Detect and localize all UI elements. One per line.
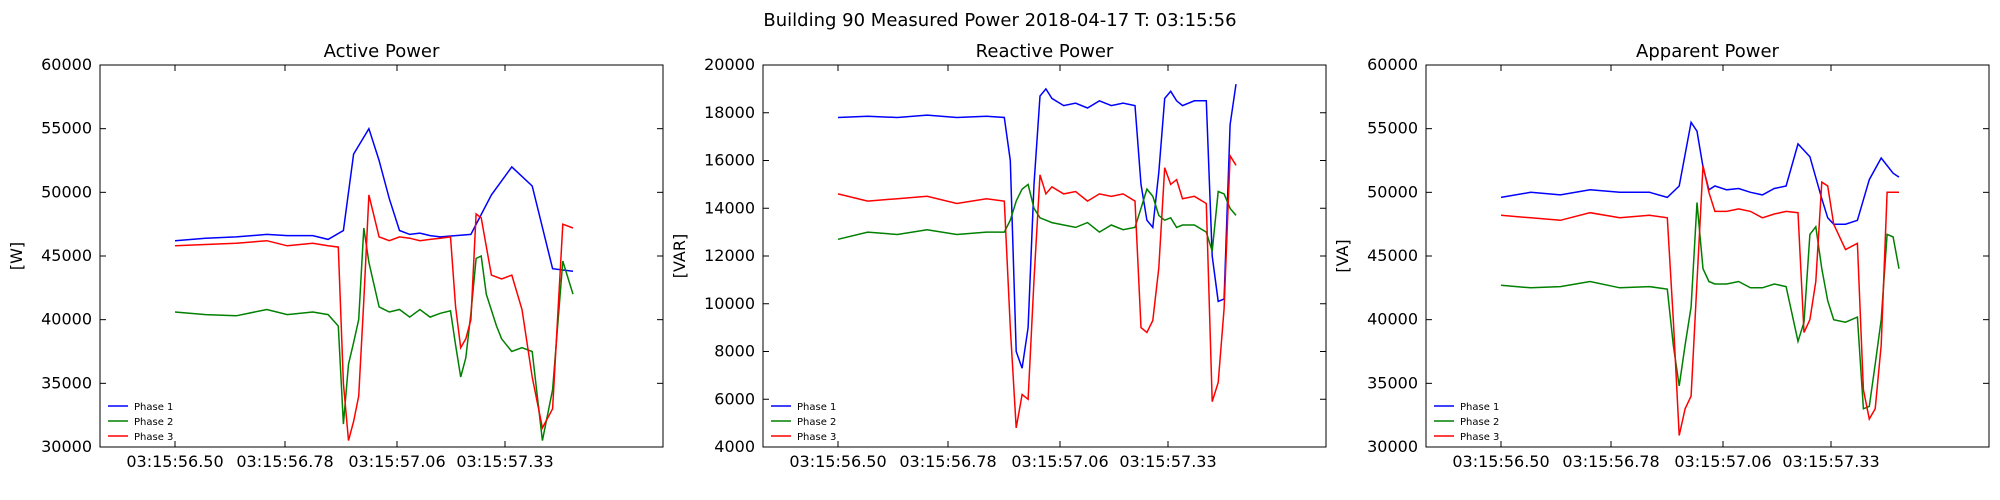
y-tick-label: 35000 <box>41 373 92 392</box>
y-tick-label: 16000 <box>704 151 755 170</box>
y-axis-label: [W] <box>7 242 26 270</box>
x-tick-label: 03:15:57.06 <box>1674 452 1771 471</box>
x-tick-label: 03:15:57.33 <box>456 452 553 471</box>
x-tick-label: 03:15:56.50 <box>1452 452 1549 471</box>
y-tick-label: 45000 <box>41 246 92 265</box>
x-tick-label: 03:15:56.78 <box>236 452 333 471</box>
y-tick-label: 55000 <box>41 119 92 138</box>
x-tick-label: 03:15:56.78 <box>1562 452 1659 471</box>
x-tick-label: 03:15:57.06 <box>1011 452 1108 471</box>
y-axis-label: [VA] <box>1333 239 1352 272</box>
y-tick-label: 14000 <box>704 198 755 217</box>
y-tick-label: 12000 <box>704 246 755 265</box>
legend-label: Phase 3 <box>797 432 836 443</box>
y-tick-label: 35000 <box>1367 373 1418 392</box>
x-tick-label: 03:15:56.78 <box>899 452 996 471</box>
legend-label: Phase 2 <box>134 417 173 428</box>
y-tick-label: 30000 <box>41 437 92 456</box>
legend-label: Phase 3 <box>1460 432 1499 443</box>
series-line-phase-1 <box>837 83 1237 369</box>
series-line-phase-1 <box>174 126 574 273</box>
y-tick-label: 20000 <box>704 55 755 74</box>
y-tick-label: 50000 <box>41 182 92 201</box>
legend-label: Phase 2 <box>1460 417 1499 428</box>
y-tick-label: 60000 <box>1367 55 1418 74</box>
plot-frame <box>762 64 1327 448</box>
legend-label: Phase 1 <box>1460 402 1499 413</box>
legend-label: Phase 2 <box>797 417 836 428</box>
y-tick-label: 45000 <box>1367 246 1418 265</box>
chart-title: Apparent Power <box>1636 41 1779 62</box>
series-line-phase-1 <box>1500 120 1900 225</box>
x-tick-label: 03:15:56.50 <box>126 452 223 471</box>
y-tick-label: 10000 <box>704 294 755 313</box>
series-line-phase-2 <box>837 183 1237 252</box>
legend-label: Phase 3 <box>134 432 173 443</box>
y-tick-label: 30000 <box>1367 437 1418 456</box>
legend-label: Phase 1 <box>134 402 173 413</box>
x-tick-label: 03:15:57.33 <box>1119 452 1216 471</box>
x-tick-label: 03:15:56.50 <box>789 452 886 471</box>
legend-label: Phase 1 <box>797 402 836 413</box>
y-tick-label: 40000 <box>41 310 92 329</box>
series-line-phase-3 <box>174 194 574 441</box>
series-line-phase-2 <box>1500 202 1900 410</box>
y-tick-label: 55000 <box>1367 119 1418 138</box>
y-tick-label: 18000 <box>704 103 755 122</box>
series-line-phase-2 <box>174 227 574 441</box>
series-line-phase-3 <box>837 153 1237 429</box>
y-axis-label: [VAR] <box>670 234 689 278</box>
figure-suptitle: Building 90 Measured Power 2018-04-17 T:… <box>763 10 1236 31</box>
x-tick-label: 03:15:57.06 <box>348 452 445 471</box>
plot-frame <box>1425 64 1990 448</box>
apparent-power-chart: Apparent Power [VA] 30000 35000 40000 45000 50… <box>1333 41 1990 471</box>
chart-title: Active Power <box>324 41 440 62</box>
y-tick-label: 50000 <box>1367 182 1418 201</box>
y-tick-label: 4000 <box>714 437 755 456</box>
x-tick-label: 03:15:57.33 <box>1782 452 1879 471</box>
y-tick-label: 8000 <box>714 342 755 361</box>
y-tick-label: 40000 <box>1367 310 1418 329</box>
series-line-phase-3 <box>1500 165 1899 436</box>
chart-title: Reactive Power <box>976 41 1114 62</box>
reactive-power-chart: Reactive Power [VAR] 4000 6000 8000 10000 1200… <box>670 41 1327 471</box>
active-power-chart: Active Power [W] 30000 35000 40000 45000 50000… <box>7 41 664 471</box>
y-tick-label: 60000 <box>41 55 92 74</box>
y-tick-label: 6000 <box>714 389 755 408</box>
plot-frame <box>99 64 664 448</box>
